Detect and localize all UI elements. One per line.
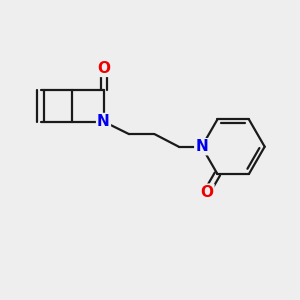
Text: N: N (97, 114, 110, 129)
Text: O: O (200, 185, 213, 200)
Text: O: O (97, 61, 110, 76)
Text: N: N (195, 139, 208, 154)
